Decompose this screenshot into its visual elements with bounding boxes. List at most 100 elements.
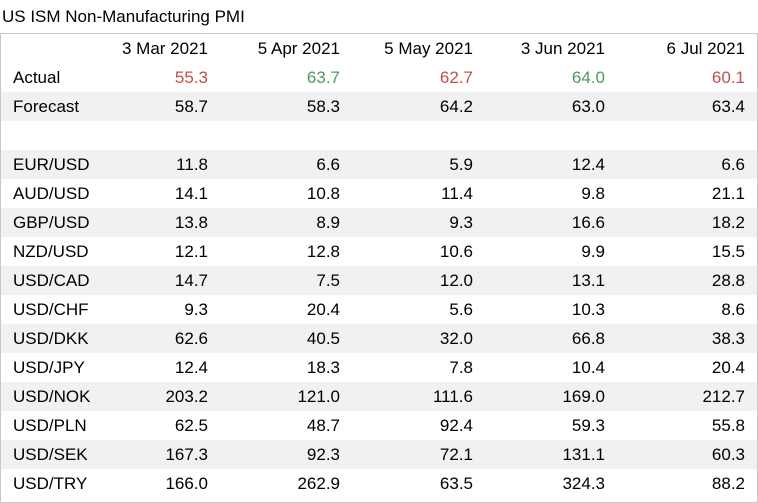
table-title: US ISM Non-Manufacturing PMI [2,7,245,26]
forecast-row: Forecast 58.7 58.3 64.2 63.0 63.4 [1,92,757,121]
pair-value: 62.5 [101,411,220,440]
pair-value: 21.1 [617,179,757,208]
header-date: 5 Apr 2021 [220,34,352,63]
row-label: Actual [1,63,101,92]
data-table-frame: 3 Mar 2021 5 Apr 2021 5 May 2021 3 Jun 2… [0,33,758,503]
table-row: AUD/USD 14.1 10.8 11.4 9.8 21.1 [1,179,757,208]
pair-value: 9.8 [485,179,617,208]
pair-value: 32.0 [352,324,485,353]
pair-value: 8.6 [617,295,757,324]
pair-label: USD/NOK [1,382,101,411]
table-row: USD/JPY 12.4 18.3 7.8 10.4 20.4 [1,353,757,382]
pair-value: 12.1 [101,237,220,266]
pair-value: 121.0 [220,382,352,411]
spacer-cell [485,121,617,150]
pair-label: USD/SEK [1,440,101,469]
pair-label: EUR/USD [1,150,101,179]
pair-value: 88.2 [617,469,757,498]
pair-value: 28.8 [617,266,757,295]
header-row: 3 Mar 2021 5 Apr 2021 5 May 2021 3 Jun 2… [1,34,757,63]
pair-value: 10.8 [220,179,352,208]
pair-value: 8.9 [220,208,352,237]
pair-label: AUD/USD [1,179,101,208]
pmi-table: 3 Mar 2021 5 Apr 2021 5 May 2021 3 Jun 2… [1,34,757,498]
table-row: EUR/USD 11.8 6.6 5.9 12.4 6.6 [1,150,757,179]
pair-value: 59.3 [485,411,617,440]
pair-label: GBP/USD [1,208,101,237]
actual-value: 62.7 [352,63,485,92]
actual-row: Actual 55.3 63.7 62.7 64.0 60.1 [1,63,757,92]
table-row: NZD/USD 12.1 12.8 10.6 9.9 15.5 [1,237,757,266]
pair-value: 66.8 [485,324,617,353]
pair-label: USD/PLN [1,411,101,440]
header-date: 6 Jul 2021 [617,34,757,63]
pair-value: 9.3 [101,295,220,324]
pair-value: 166.0 [101,469,220,498]
pair-label: USD/CHF [1,295,101,324]
spacer-cell [101,121,220,150]
pair-value: 5.9 [352,150,485,179]
pair-value: 92.4 [352,411,485,440]
pair-value: 12.8 [220,237,352,266]
pair-value: 11.8 [101,150,220,179]
pair-value: 20.4 [617,353,757,382]
header-date: 3 Jun 2021 [485,34,617,63]
pair-value: 92.3 [220,440,352,469]
pair-value: 12.4 [485,150,617,179]
spacer-row [1,121,757,150]
actual-value: 60.1 [617,63,757,92]
header-date: 5 May 2021 [352,34,485,63]
forecast-value: 58.3 [220,92,352,121]
forecast-value: 63.4 [617,92,757,121]
table-row: USD/TRY 166.0 262.9 63.5 324.3 88.2 [1,469,757,498]
pair-value: 169.0 [485,382,617,411]
pair-label: USD/CAD [1,266,101,295]
pair-value: 9.3 [352,208,485,237]
pair-value: 6.6 [220,150,352,179]
pair-value: 167.3 [101,440,220,469]
spacer-cell [220,121,352,150]
header-corner [1,34,101,63]
spacer-cell [352,121,485,150]
pair-label: NZD/USD [1,237,101,266]
pair-value: 18.2 [617,208,757,237]
pair-value: 38.3 [617,324,757,353]
table-row: USD/CHF 9.3 20.4 5.6 10.3 8.6 [1,295,757,324]
pair-value: 11.4 [352,179,485,208]
pair-value: 72.1 [352,440,485,469]
table-row: GBP/USD 13.8 8.9 9.3 16.6 18.2 [1,208,757,237]
pair-value: 203.2 [101,382,220,411]
pair-value: 7.5 [220,266,352,295]
pair-value: 324.3 [485,469,617,498]
pair-value: 12.4 [101,353,220,382]
pair-value: 7.8 [352,353,485,382]
actual-value: 63.7 [220,63,352,92]
pair-value: 212.7 [617,382,757,411]
pair-value: 15.5 [617,237,757,266]
pair-value: 6.6 [617,150,757,179]
header-date: 3 Mar 2021 [101,34,220,63]
pair-value: 14.1 [101,179,220,208]
pair-value: 20.4 [220,295,352,324]
pair-label: USD/TRY [1,469,101,498]
pair-value: 40.5 [220,324,352,353]
table-row: USD/DKK 62.6 40.5 32.0 66.8 38.3 [1,324,757,353]
table-row: USD/SEK 167.3 92.3 72.1 131.1 60.3 [1,440,757,469]
pair-value: 131.1 [485,440,617,469]
actual-value: 55.3 [101,63,220,92]
pair-value: 48.7 [220,411,352,440]
forecast-value: 63.0 [485,92,617,121]
pair-value: 5.6 [352,295,485,324]
spacer-cell [617,121,757,150]
pair-value: 55.8 [617,411,757,440]
pair-value: 12.0 [352,266,485,295]
pair-value: 62.6 [101,324,220,353]
forecast-value: 58.7 [101,92,220,121]
pair-label: USD/DKK [1,324,101,353]
pair-value: 10.4 [485,353,617,382]
pair-value: 13.1 [485,266,617,295]
pair-label: USD/JPY [1,353,101,382]
pair-value: 16.6 [485,208,617,237]
pair-value: 262.9 [220,469,352,498]
pair-value: 14.7 [101,266,220,295]
